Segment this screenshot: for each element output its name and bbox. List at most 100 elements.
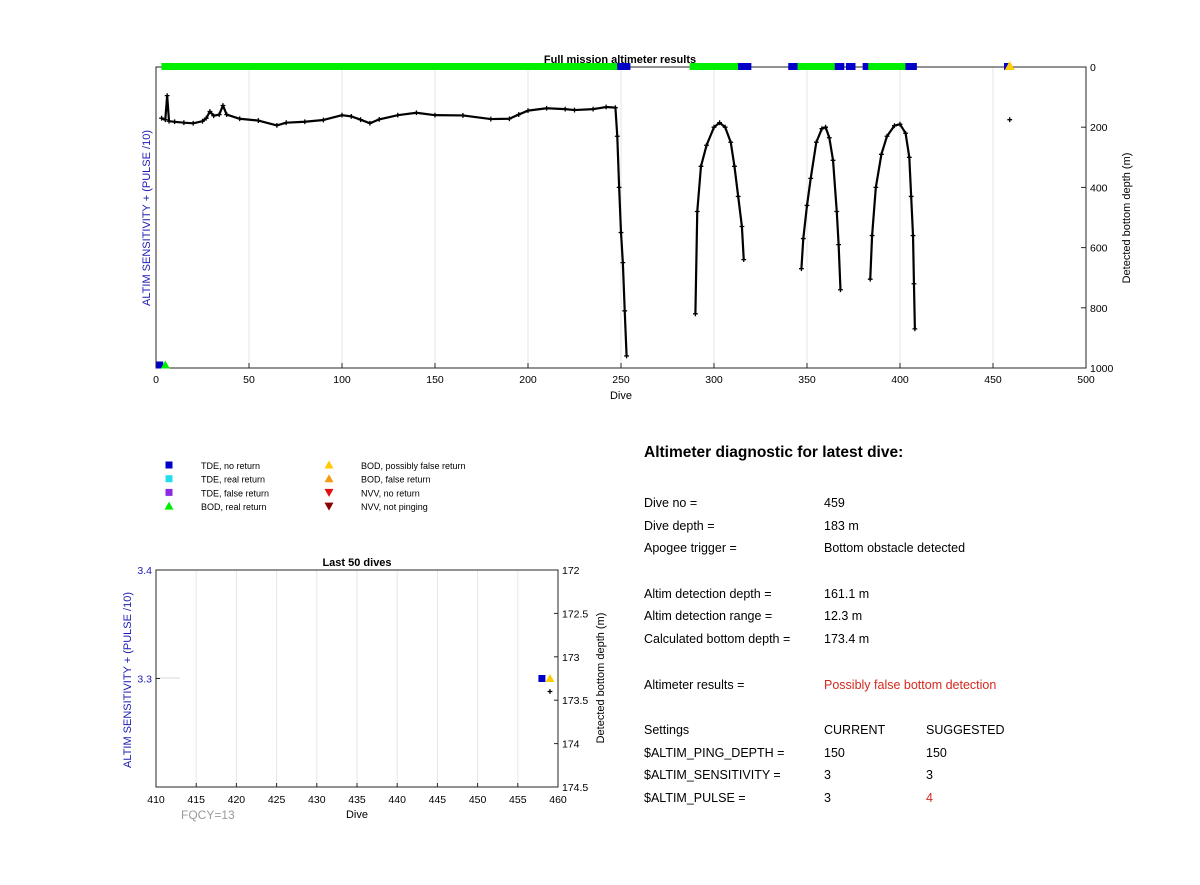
top-status-band: [868, 63, 910, 70]
detect-range-row: Altim detection range = 12.3 m: [644, 609, 1164, 632]
bottom-x-tick-label: 425: [268, 794, 286, 806]
top-right-tick-label: 600: [1090, 243, 1108, 255]
top-x-tick-label: 450: [984, 374, 1002, 386]
depth-point: [826, 135, 832, 141]
depth-point: [283, 120, 289, 126]
depth-point: [614, 133, 620, 139]
full-mission-chart: Full mission altimeter results 0 50 100 150…: [141, 54, 1133, 402]
detect-depth-row: Altim detection depth = 161.1 m: [644, 587, 1164, 610]
bottom-chart-left-label: ALTIM SENSITIVITY + (PULSE /10): [122, 592, 134, 768]
top-right-tick-label: 0: [1090, 62, 1096, 74]
legend-label: NVV, not pinging: [361, 502, 428, 512]
bottom-depth-row: Calculated bottom depth = 173.4 m: [644, 632, 1164, 655]
status-legend: TDE, no return TDE, real return TDE, false…: [164, 460, 466, 512]
depth-point: [216, 112, 222, 117]
depth-point: [1007, 117, 1013, 123]
bottom-chart-x-label: Dive: [346, 809, 368, 821]
depth-point: [200, 118, 205, 124]
setting-suggested: 4: [926, 790, 933, 805]
diagnostic-panel: Altimeter diagnostic for latest dive: Di…: [644, 444, 1164, 814]
depth-point: [698, 163, 704, 169]
bottom-left-tick-label: 3.4: [137, 565, 152, 577]
depth-point: [255, 118, 261, 123]
results-label: Altimeter results =: [644, 677, 745, 692]
bottom-x-tick-label: 460: [549, 794, 567, 806]
top-right-tick-label: 800: [1090, 303, 1108, 315]
depth-point: [562, 106, 568, 112]
detect-depth-value: 161.1 m: [824, 586, 870, 601]
depth-point: [912, 326, 918, 332]
setting-name: $ALTIM_PULSE =: [644, 790, 746, 805]
diagnostic-title: Altimeter diagnostic for latest dive:: [644, 444, 904, 461]
depth-point: [804, 203, 810, 208]
depth-point: [488, 116, 494, 122]
depth-point: [908, 194, 914, 199]
depth-point: [906, 154, 912, 160]
top-status-band: [617, 63, 631, 70]
depth-point: [164, 93, 170, 98]
depth-point: [162, 117, 168, 123]
results-row: Altimeter results = Possibly false botto…: [644, 678, 1164, 701]
depth-point: [613, 105, 618, 111]
depth-point: [376, 116, 382, 122]
bottom-chart-right-ticks: 172 172.5 173 173.5 174 174.5: [554, 565, 588, 794]
setting-suggested: 150: [926, 745, 947, 760]
bottom-x-tick-label: 415: [187, 794, 205, 806]
top-right-tick-label: 1000: [1090, 363, 1114, 375]
legend-label: TDE, real return: [201, 475, 265, 485]
legend-label: TDE, no return: [201, 461, 260, 471]
depth-point: [622, 308, 628, 314]
depth-point: [224, 112, 230, 117]
dive-depth-value: 183 m: [824, 518, 859, 533]
depth-point: [693, 311, 698, 317]
top-right-tick-label: 200: [1090, 122, 1108, 134]
depth-point: [732, 163, 737, 169]
depth-point: [741, 257, 747, 263]
top-chart-left-axis-markers: [156, 360, 170, 369]
depth-point: [211, 113, 217, 119]
depth-point: [910, 233, 916, 238]
top-status-marker: [1004, 61, 1015, 70]
top-status-band: [689, 63, 741, 70]
depth-point: [321, 117, 326, 123]
bottom-chart-title: Last 50 dives: [322, 557, 391, 569]
top-status-band: [834, 63, 845, 70]
depth-point: [739, 224, 745, 229]
bottom-depth-label: Calculated bottom depth =: [644, 631, 791, 646]
setting-current: 3: [824, 768, 831, 783]
bottom-chart-footnote: FQCY=13: [181, 808, 235, 822]
settings-header-row: Settings CURRENT SUGGESTED: [644, 723, 1164, 746]
depth-point: [892, 123, 897, 129]
depth-point: [616, 185, 622, 190]
depth-point: [897, 121, 903, 127]
legend-symbol: [165, 475, 173, 483]
setting-suggested: 3: [926, 768, 933, 783]
depth-point: [819, 126, 825, 132]
depth-point: [873, 185, 879, 190]
top-status-band: [797, 63, 839, 70]
bottom-chart-left-ticks: 3.3 3.4: [137, 565, 160, 686]
setting-row: $ALTIM_SENSITIVITY = 3 3: [644, 768, 1164, 791]
dive-depth-row: Dive depth = 183 m: [644, 519, 1164, 542]
top-x-tick-label: 400: [891, 374, 909, 386]
setting-current: 3: [824, 790, 831, 805]
legend-symbol: [324, 502, 334, 511]
depth-point: [911, 281, 917, 287]
legend-symbol: [164, 501, 174, 510]
top-status-band: [862, 63, 873, 70]
depth-point: [838, 287, 843, 293]
depth-point: [620, 260, 626, 266]
setting-row: $ALTIM_PING_DEPTH = 150 150: [644, 746, 1164, 769]
depth-point: [836, 242, 842, 247]
setting-name: $ALTIM_PING_DEPTH =: [644, 745, 785, 760]
depth-point: [348, 113, 354, 119]
top-chart-x-ticks: 0 50 100 150 200 250 300 350 400 450 500: [153, 363, 1095, 386]
bottom-depth-value: 173.4 m: [824, 631, 870, 646]
legend-label: BOD, real return: [201, 502, 267, 512]
top-chart-status-track: [161, 61, 1015, 70]
top-right-tick-label: 400: [1090, 182, 1108, 194]
depth-trace-line: [800, 126, 842, 290]
depth-point: [339, 112, 345, 118]
depth-point: [867, 276, 873, 282]
depth-point: [869, 233, 875, 238]
